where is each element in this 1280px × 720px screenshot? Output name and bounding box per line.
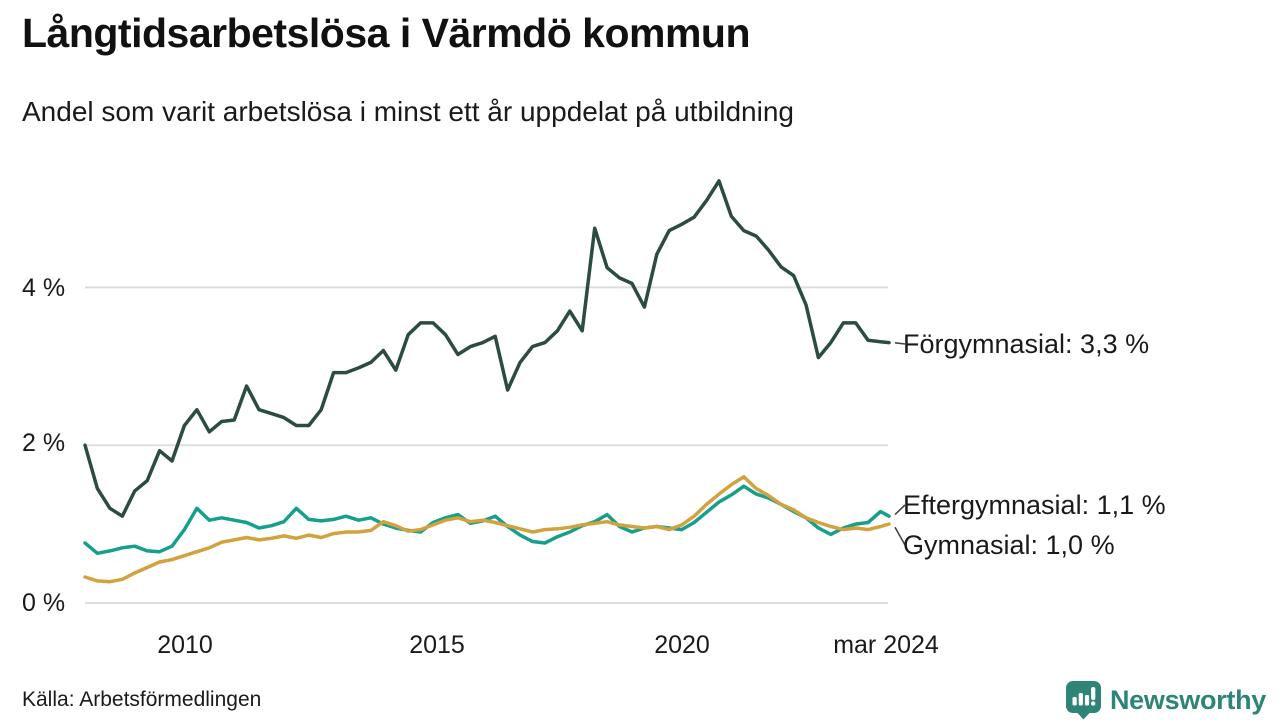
end-label-connector-gymnasial — [894, 526, 906, 546]
x-axis-tick-2015: 2015 — [409, 631, 465, 659]
x-axis-tick-2010: 2010 — [157, 631, 213, 659]
x-axis-tick-mar-2024: mar 2024 — [833, 631, 939, 659]
page-title: Långtidsarbetslösa i Värmdö kommun — [22, 10, 751, 56]
series-line-eftergymnasial — [83, 484, 891, 556]
y-axis-tick-4: 4 % — [22, 274, 66, 302]
brand-name: Newsworthy — [1109, 684, 1266, 715]
series-line-gymnasial — [83, 475, 891, 584]
end-label-connector-förgymnasial — [894, 342, 906, 345]
series-end-label-gymnasial: Gymnasial: 1,0 % — [903, 530, 1115, 560]
end-label-connector-eftergymnasial — [894, 504, 906, 516]
brand-logo: Newsworthy — [1065, 680, 1266, 720]
source-credit: Källa: Arbetsförmedlingen — [22, 688, 262, 711]
series-end-label-eftergymnasial: Eftergymnasial: 1,1 % — [903, 490, 1166, 520]
series-end-label-forgymnasial: Förgymnasial: 3,3 % — [903, 329, 1150, 359]
chart-subtitle: Andel som varit arbetslösa i minst ett å… — [22, 96, 794, 127]
x-axis-tick-2020: 2020 — [654, 631, 710, 659]
y-axis-tick-0: 0 % — [22, 589, 66, 617]
y-axis-tick-2: 2 % — [22, 429, 66, 457]
series-line-förgymnasial — [83, 179, 891, 518]
newsworthy-pin-barchart-icon — [1065, 681, 1101, 720]
